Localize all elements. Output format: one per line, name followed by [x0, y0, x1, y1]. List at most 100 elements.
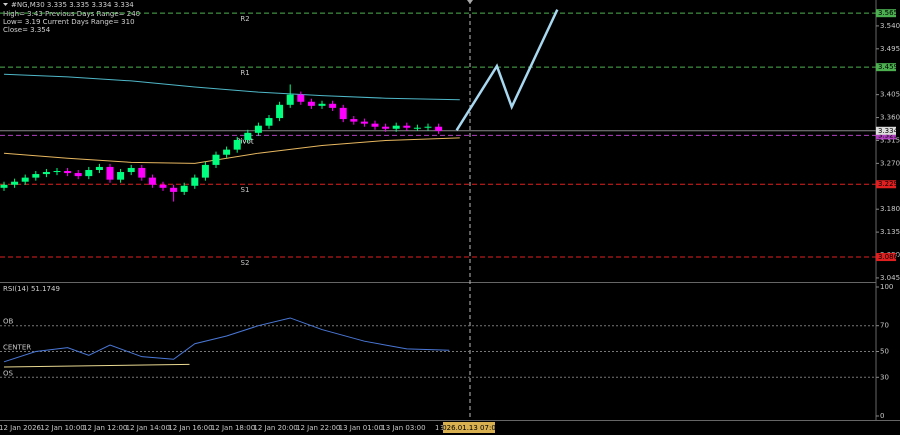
level-label: R2: [240, 15, 249, 23]
y-tick-label: 3.405: [880, 91, 900, 99]
candle-body: [350, 119, 358, 122]
rsi-level-label: OS: [3, 369, 14, 377]
candle-body: [21, 177, 29, 182]
info-line: High= 3.43 Previous Days Range= 240: [3, 10, 140, 18]
rsi-line: [3, 363, 190, 368]
candle-body: [201, 164, 209, 178]
candle-body: [42, 172, 50, 175]
candle-body: [286, 94, 294, 105]
candle-body: [276, 104, 284, 119]
y-tick-label: 3.360: [880, 114, 900, 122]
level-price-label: 3.565: [878, 9, 898, 17]
level-price-label: 3.325: [878, 131, 898, 139]
candle-body: [127, 167, 135, 173]
rsi-tick-label: 30: [880, 373, 889, 381]
candle-body: [403, 125, 411, 128]
candle-body: [254, 125, 262, 133]
level-price-box: [876, 180, 896, 189]
candle-body: [138, 167, 146, 178]
candle-body: [382, 126, 390, 129]
candle-body: [329, 103, 337, 108]
current-price-label: 3.334: [878, 127, 899, 135]
candle-body: [191, 177, 199, 186]
rsi-line: [3, 317, 450, 363]
candle-body: [95, 166, 103, 170]
candle-body: [307, 101, 315, 106]
candle-body: [0, 184, 8, 188]
rsi-level-label: OB: [3, 318, 14, 326]
candle-body: [413, 127, 421, 129]
level-price-box: [876, 131, 896, 140]
candle-body: [435, 126, 443, 131]
candle-body: [318, 103, 326, 106]
candle-body: [159, 184, 167, 188]
candle-body: [212, 154, 220, 165]
candle-body: [265, 118, 273, 126]
x-tick-label: 12 Jan 18:00: [211, 424, 255, 432]
y-tick-label: 3.270: [880, 159, 900, 167]
rsi-tick-label: 50: [880, 348, 889, 356]
candle-body: [297, 94, 305, 102]
candle-body: [371, 123, 379, 127]
rsi-tick-label: 70: [880, 322, 889, 330]
rsi-level-label: CENTER: [3, 344, 31, 352]
level-price-label: 3.229: [878, 180, 898, 188]
x-tick-label: 12 Jan 22:00: [296, 424, 340, 432]
level-price-label: 3.459: [878, 63, 898, 71]
rsi-tick-label: 100: [880, 283, 893, 291]
y-tick-label: 3.180: [880, 205, 900, 213]
x-tick-label: 12 Jan 10:00: [40, 424, 84, 432]
candle-body: [223, 149, 231, 155]
level-price-label: 3.086: [878, 253, 899, 261]
level-label: Pivot: [236, 137, 253, 145]
x-tick-label: 13 Jan 03:00: [381, 424, 425, 432]
candle-body: [170, 187, 178, 192]
current-price-box: [876, 126, 896, 135]
candle-body: [32, 174, 40, 178]
candle-body: [85, 169, 93, 177]
y-tick-label: 3.540: [880, 22, 900, 30]
collapse-icon[interactable]: [3, 3, 8, 6]
crosshair-marker: [467, 0, 473, 4]
x-tick-label: 12 Jan 20:00: [253, 424, 297, 432]
candle-body: [64, 171, 72, 174]
y-tick-label: 3.495: [880, 45, 900, 53]
x-tick-label: 12 Jan 14:00: [126, 424, 170, 432]
info-line: Close= 3.354: [3, 26, 51, 34]
level-price-box: [876, 253, 896, 262]
candle-body: [233, 139, 241, 150]
x-tick-label: 13 Jan 01:00: [339, 424, 383, 432]
rsi-title: RSI(14) 51.1749: [3, 285, 60, 293]
info-line: Low= 3.19 Current Days Range= 310: [3, 18, 135, 26]
candle-body: [339, 107, 347, 120]
x-tick-label: 12 Jan 2026: [0, 424, 42, 432]
candle-body: [148, 177, 156, 185]
candle-body: [53, 171, 61, 173]
y-tick-label: 3.315: [880, 136, 900, 144]
candle-body: [106, 166, 114, 180]
candle-body: [392, 125, 400, 129]
candle-body: [244, 132, 252, 140]
candle-body: [424, 126, 432, 128]
indicator-line: [3, 73, 460, 101]
indicator-line: [455, 9, 559, 131]
candle-body: [74, 173, 82, 177]
candle-body: [11, 181, 19, 185]
crosshair-label: 2026.01.13 07:00: [438, 424, 500, 432]
candle-body: [360, 121, 368, 124]
indicator-line: [3, 137, 460, 164]
y-tick-label: 3.135: [880, 228, 900, 236]
crosshair-label-box: [443, 422, 495, 433]
level-price-box: [876, 63, 896, 72]
level-label: R1: [240, 69, 249, 77]
x-tick-label: 12 Jan 16:00: [168, 424, 212, 432]
x-tick-label: 12 Jan 12:00: [83, 424, 127, 432]
level-label: S2: [241, 259, 250, 267]
y-tick-label: 3.045: [880, 274, 900, 282]
rsi-tick-label: 0: [880, 412, 884, 420]
level-label: S1: [241, 186, 250, 194]
candle-body: [180, 185, 188, 192]
candle-body: [117, 172, 125, 180]
